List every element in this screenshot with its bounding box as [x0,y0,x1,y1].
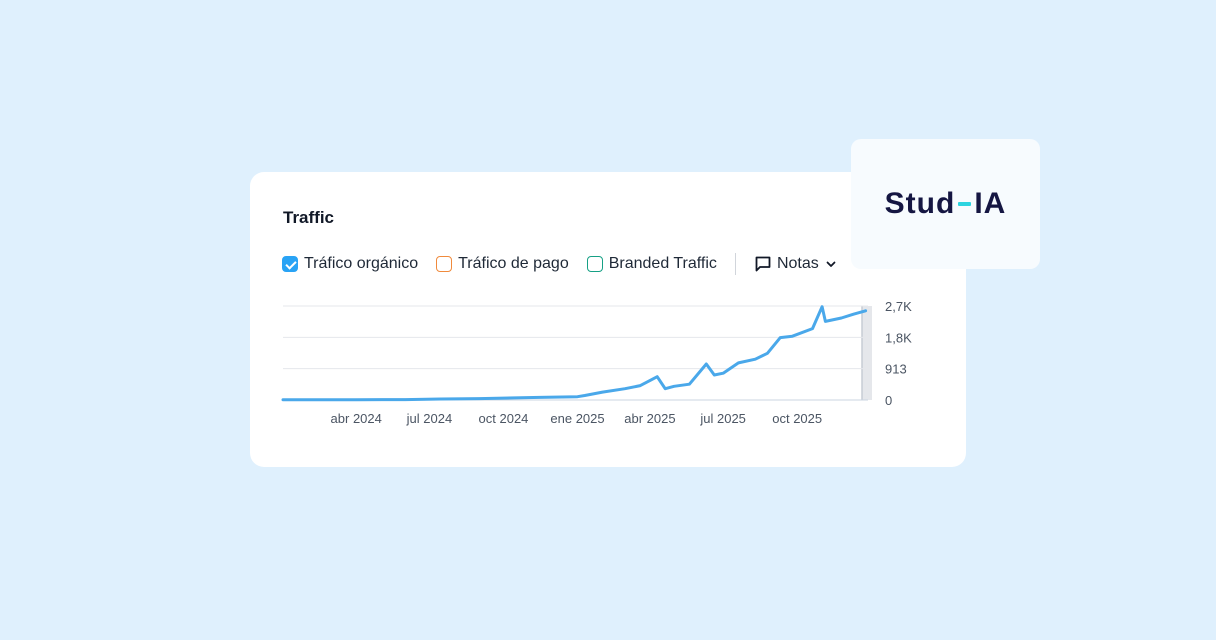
x-tick-label: ene 2025 [550,411,604,426]
x-tick-label: abr 2024 [331,411,382,426]
notes-dropdown[interactable]: Notas [754,255,837,273]
y-tick-label: 0 [885,393,892,408]
logo-card: Stud IA [851,139,1040,269]
branded-checkbox[interactable] [586,256,603,272]
legend: Tráfico orgánico Tráfico de pago Branded… [282,253,837,275]
traffic-card: Traffic Tráfico orgánico Tráfico de pago… [250,172,966,467]
traffic-line-chart: 0 913 1,8K 2,7K abr 2024 jul 2024 oct 2024 ene… [281,299,912,426]
legend-item-branded[interactable]: Branded Traffic [586,255,717,273]
x-tick-label: jul 2024 [406,411,453,426]
card-title: Traffic [283,208,335,227]
legend-item-paid[interactable]: Tráfico de pago [436,255,569,273]
comment-icon [755,256,771,272]
legend-item-organic[interactable]: Tráfico orgánico [282,255,418,273]
legend-divider [734,253,736,275]
chevron-down-icon [826,261,836,267]
brand-logo: Stud IA [884,187,1007,220]
chart-scroll-handle[interactable] [862,306,872,400]
x-tick-label: abr 2025 [624,411,675,426]
y-tick-label: 2,7K [885,299,912,314]
series-line-organic [281,305,868,402]
organic-checkbox[interactable] [282,256,298,272]
x-tick-label: jul 2025 [699,411,746,426]
paid-checkbox[interactable] [436,256,453,272]
notes-label: Notas [776,255,819,272]
legend-label-branded: Branded Traffic [608,255,717,272]
y-tick-label: 1,8K [885,330,912,345]
x-tick-label: oct 2025 [772,411,822,426]
y-tick-label: 913 [885,362,907,377]
legend-label-paid: Tráfico de pago [458,255,569,272]
x-tick-label: oct 2024 [479,411,529,426]
legend-label-organic: Tráfico orgánico [304,255,419,272]
